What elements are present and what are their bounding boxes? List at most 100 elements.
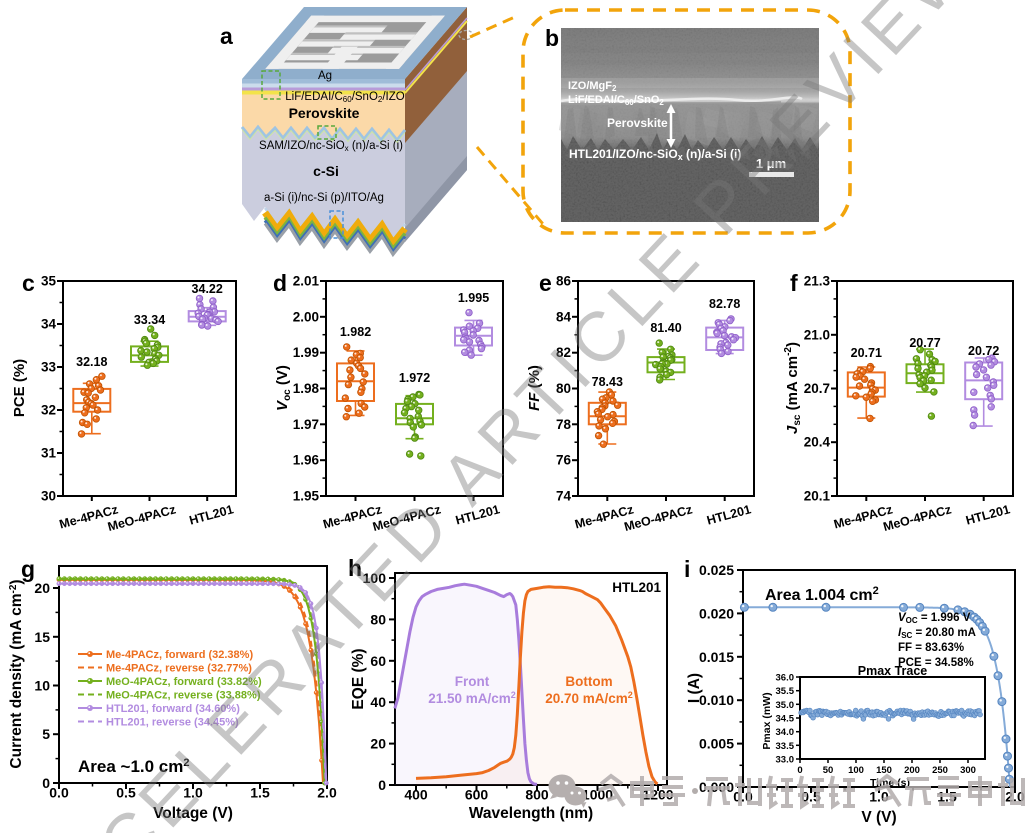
- svg-text:400: 400: [404, 787, 428, 803]
- svg-text:0.010: 0.010: [699, 692, 734, 708]
- svg-text:50: 50: [823, 765, 834, 776]
- svg-text:86: 86: [556, 274, 572, 289]
- svg-text:35: 35: [41, 274, 57, 289]
- svg-text:32.18: 32.18: [76, 355, 107, 369]
- svg-text:10: 10: [34, 678, 50, 694]
- svg-text:PCE (%): PCE (%): [11, 359, 28, 417]
- svg-text:33.34: 33.34: [134, 313, 165, 327]
- svg-text:Area 1.004 cm2: Area 1.004 cm2: [765, 585, 879, 604]
- svg-text:1.0: 1.0: [869, 789, 889, 805]
- svg-text:a: a: [220, 23, 233, 49]
- svg-text:84: 84: [556, 309, 572, 324]
- svg-text:0.5: 0.5: [116, 785, 136, 801]
- svg-text:80: 80: [370, 611, 386, 627]
- svg-text:20.70 mA/cm2: 20.70 mA/cm2: [545, 690, 633, 706]
- svg-text:78: 78: [556, 417, 572, 432]
- svg-text:SAM/IZO/nc-SiOx (n)/a-Si (i): SAM/IZO/nc-SiOx (n)/a-Si (i): [259, 140, 403, 153]
- svg-text:I (A): I (A): [686, 673, 703, 703]
- svg-text:HTL201/IZO/nc-SiOx (n)/a-Si (i: HTL201/IZO/nc-SiOx (n)/a-Si (i): [569, 147, 741, 162]
- svg-text:78.43: 78.43: [592, 375, 623, 389]
- svg-text:HTL201, forward (34.60%): HTL201, forward (34.60%): [106, 703, 240, 715]
- svg-text:1.972: 1.972: [399, 371, 430, 385]
- svg-text:a-Si (i)/nc-Si (p)/ITO/Ag: a-Si (i)/nc-Si (p)/ITO/Ag: [264, 192, 384, 204]
- svg-text:Ag: Ag: [318, 70, 332, 82]
- svg-text:32: 32: [41, 403, 56, 418]
- svg-text:2.0: 2.0: [317, 785, 337, 801]
- svg-text:1.98: 1.98: [293, 381, 320, 396]
- svg-text:20: 20: [370, 736, 386, 752]
- svg-text:20.77: 20.77: [909, 336, 940, 350]
- svg-text:30: 30: [41, 489, 56, 504]
- svg-text:c-Si: c-Si: [313, 163, 339, 179]
- svg-text:FF (%): FF (%): [526, 365, 543, 411]
- svg-text:1.5: 1.5: [250, 785, 270, 801]
- svg-text:20.1: 20.1: [804, 489, 831, 504]
- svg-text:15: 15: [34, 629, 50, 645]
- svg-text:40: 40: [370, 694, 386, 710]
- svg-text:i: i: [684, 556, 690, 582]
- svg-text:74: 74: [556, 489, 572, 504]
- svg-text:21.50 mA/cm2: 21.50 mA/cm2: [428, 690, 516, 706]
- svg-text:150: 150: [876, 765, 892, 776]
- svg-text:V (V): V (V): [861, 809, 896, 826]
- svg-text:ISC = 20.80 mA: ISC = 20.80 mA: [898, 627, 976, 640]
- svg-text:34.0: 34.0: [776, 727, 795, 738]
- svg-text:31: 31: [41, 446, 57, 461]
- svg-text:300: 300: [960, 765, 976, 776]
- svg-text:34.5: 34.5: [776, 714, 795, 725]
- svg-text:2.00: 2.00: [293, 309, 319, 324]
- svg-text:60: 60: [370, 653, 386, 669]
- svg-text:20.4: 20.4: [804, 435, 831, 450]
- svg-text:0: 0: [797, 765, 802, 776]
- svg-text:EQE (%): EQE (%): [350, 648, 367, 709]
- svg-text:PCE = 34.58%: PCE = 34.58%: [898, 657, 974, 669]
- svg-text:g: g: [21, 556, 35, 582]
- svg-text:800: 800: [525, 787, 549, 803]
- svg-text:1000: 1000: [582, 787, 613, 803]
- svg-text:1.95: 1.95: [293, 489, 320, 504]
- svg-text:1.99: 1.99: [293, 345, 319, 360]
- svg-text:2.01: 2.01: [293, 274, 320, 289]
- svg-text:Me-4PACz, forward (32.38%): Me-4PACz, forward (32.38%): [106, 649, 253, 661]
- svg-text:36.0: 36.0: [776, 673, 795, 684]
- svg-text:Wavelength (nm): Wavelength (nm): [469, 805, 593, 822]
- svg-text:1.0: 1.0: [183, 785, 203, 801]
- svg-text:e: e: [539, 270, 552, 296]
- svg-text:33.0: 33.0: [776, 755, 795, 766]
- svg-text:1.97: 1.97: [293, 417, 319, 432]
- svg-text:1.982: 1.982: [340, 325, 371, 339]
- svg-text:0.015: 0.015: [699, 649, 734, 665]
- svg-text:33: 33: [41, 360, 57, 375]
- svg-text:Jsc (mA cm-2): Jsc (mA cm-2): [783, 342, 803, 434]
- svg-text:LiF/EDAI/C60/SnO2: LiF/EDAI/C60/SnO2: [568, 94, 664, 107]
- svg-text:HTL201, reverse (34.45%): HTL201, reverse (34.45%): [106, 717, 239, 729]
- svg-text:600: 600: [465, 787, 489, 803]
- svg-text:200: 200: [904, 765, 920, 776]
- svg-text:35.5: 35.5: [776, 686, 795, 697]
- svg-text:0.020: 0.020: [699, 605, 734, 621]
- svg-text:0.005: 0.005: [699, 736, 734, 752]
- svg-text:Voc (V): Voc (V): [274, 365, 293, 411]
- svg-text:76: 76: [556, 453, 572, 468]
- svg-text:21.0: 21.0: [804, 327, 830, 342]
- svg-text:20: 20: [34, 580, 50, 596]
- svg-text:100: 100: [363, 570, 387, 586]
- svg-text:VOC = 1.996 V: VOC = 1.996 V: [898, 612, 971, 625]
- svg-text:Current density (mA cm-2): Current density (mA cm-2): [8, 579, 25, 768]
- svg-text:34.22: 34.22: [192, 282, 223, 296]
- svg-text:HTL201: HTL201: [612, 580, 661, 595]
- svg-text:Bottom: Bottom: [565, 674, 612, 689]
- svg-text:b: b: [545, 25, 559, 51]
- svg-text:0: 0: [378, 777, 386, 793]
- svg-text:0: 0: [42, 775, 50, 791]
- svg-text:FF = 83.63%: FF = 83.63%: [898, 642, 964, 654]
- svg-text:Pmax Trace: Pmax Trace: [858, 664, 928, 678]
- svg-text:MeO-4PACz, forward (33.82%): MeO-4PACz, forward (33.82%): [106, 676, 262, 688]
- svg-text:81.40: 81.40: [650, 321, 681, 335]
- svg-text:35.0: 35.0: [776, 700, 795, 711]
- svg-text:5: 5: [42, 726, 50, 742]
- svg-text:IZO/MgF2: IZO/MgF2: [568, 80, 617, 93]
- svg-text:1.96: 1.96: [293, 453, 320, 468]
- svg-text:20.71: 20.71: [851, 346, 882, 360]
- svg-text:Voltage (V): Voltage (V): [153, 805, 233, 822]
